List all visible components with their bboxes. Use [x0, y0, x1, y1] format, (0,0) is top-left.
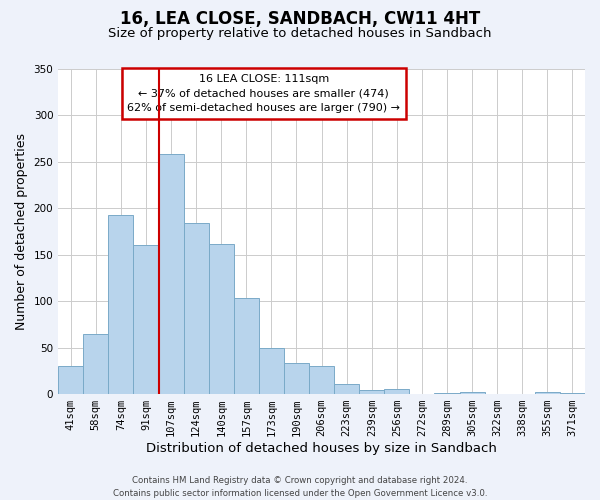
Bar — [58, 366, 83, 394]
Bar — [234, 298, 259, 394]
Bar — [209, 244, 234, 394]
Bar — [259, 348, 284, 394]
Text: 16 LEA CLOSE: 111sqm
← 37% of detached houses are smaller (474)
62% of semi-deta: 16 LEA CLOSE: 111sqm ← 37% of detached h… — [127, 74, 400, 114]
Text: Size of property relative to detached houses in Sandbach: Size of property relative to detached ho… — [108, 28, 492, 40]
Bar — [184, 223, 209, 394]
Bar — [309, 366, 334, 394]
Bar — [284, 364, 309, 394]
Bar — [460, 392, 485, 394]
Bar — [359, 390, 385, 394]
Bar — [535, 392, 560, 394]
Bar — [334, 384, 359, 394]
Bar — [385, 390, 409, 394]
Bar — [434, 393, 460, 394]
Text: Contains HM Land Registry data © Crown copyright and database right 2024.
Contai: Contains HM Land Registry data © Crown c… — [113, 476, 487, 498]
Bar — [560, 393, 585, 394]
X-axis label: Distribution of detached houses by size in Sandbach: Distribution of detached houses by size … — [146, 442, 497, 455]
Bar — [133, 246, 158, 394]
Bar — [109, 215, 133, 394]
Bar — [83, 334, 109, 394]
Y-axis label: Number of detached properties: Number of detached properties — [15, 133, 28, 330]
Text: 16, LEA CLOSE, SANDBACH, CW11 4HT: 16, LEA CLOSE, SANDBACH, CW11 4HT — [120, 10, 480, 28]
Bar — [158, 154, 184, 394]
